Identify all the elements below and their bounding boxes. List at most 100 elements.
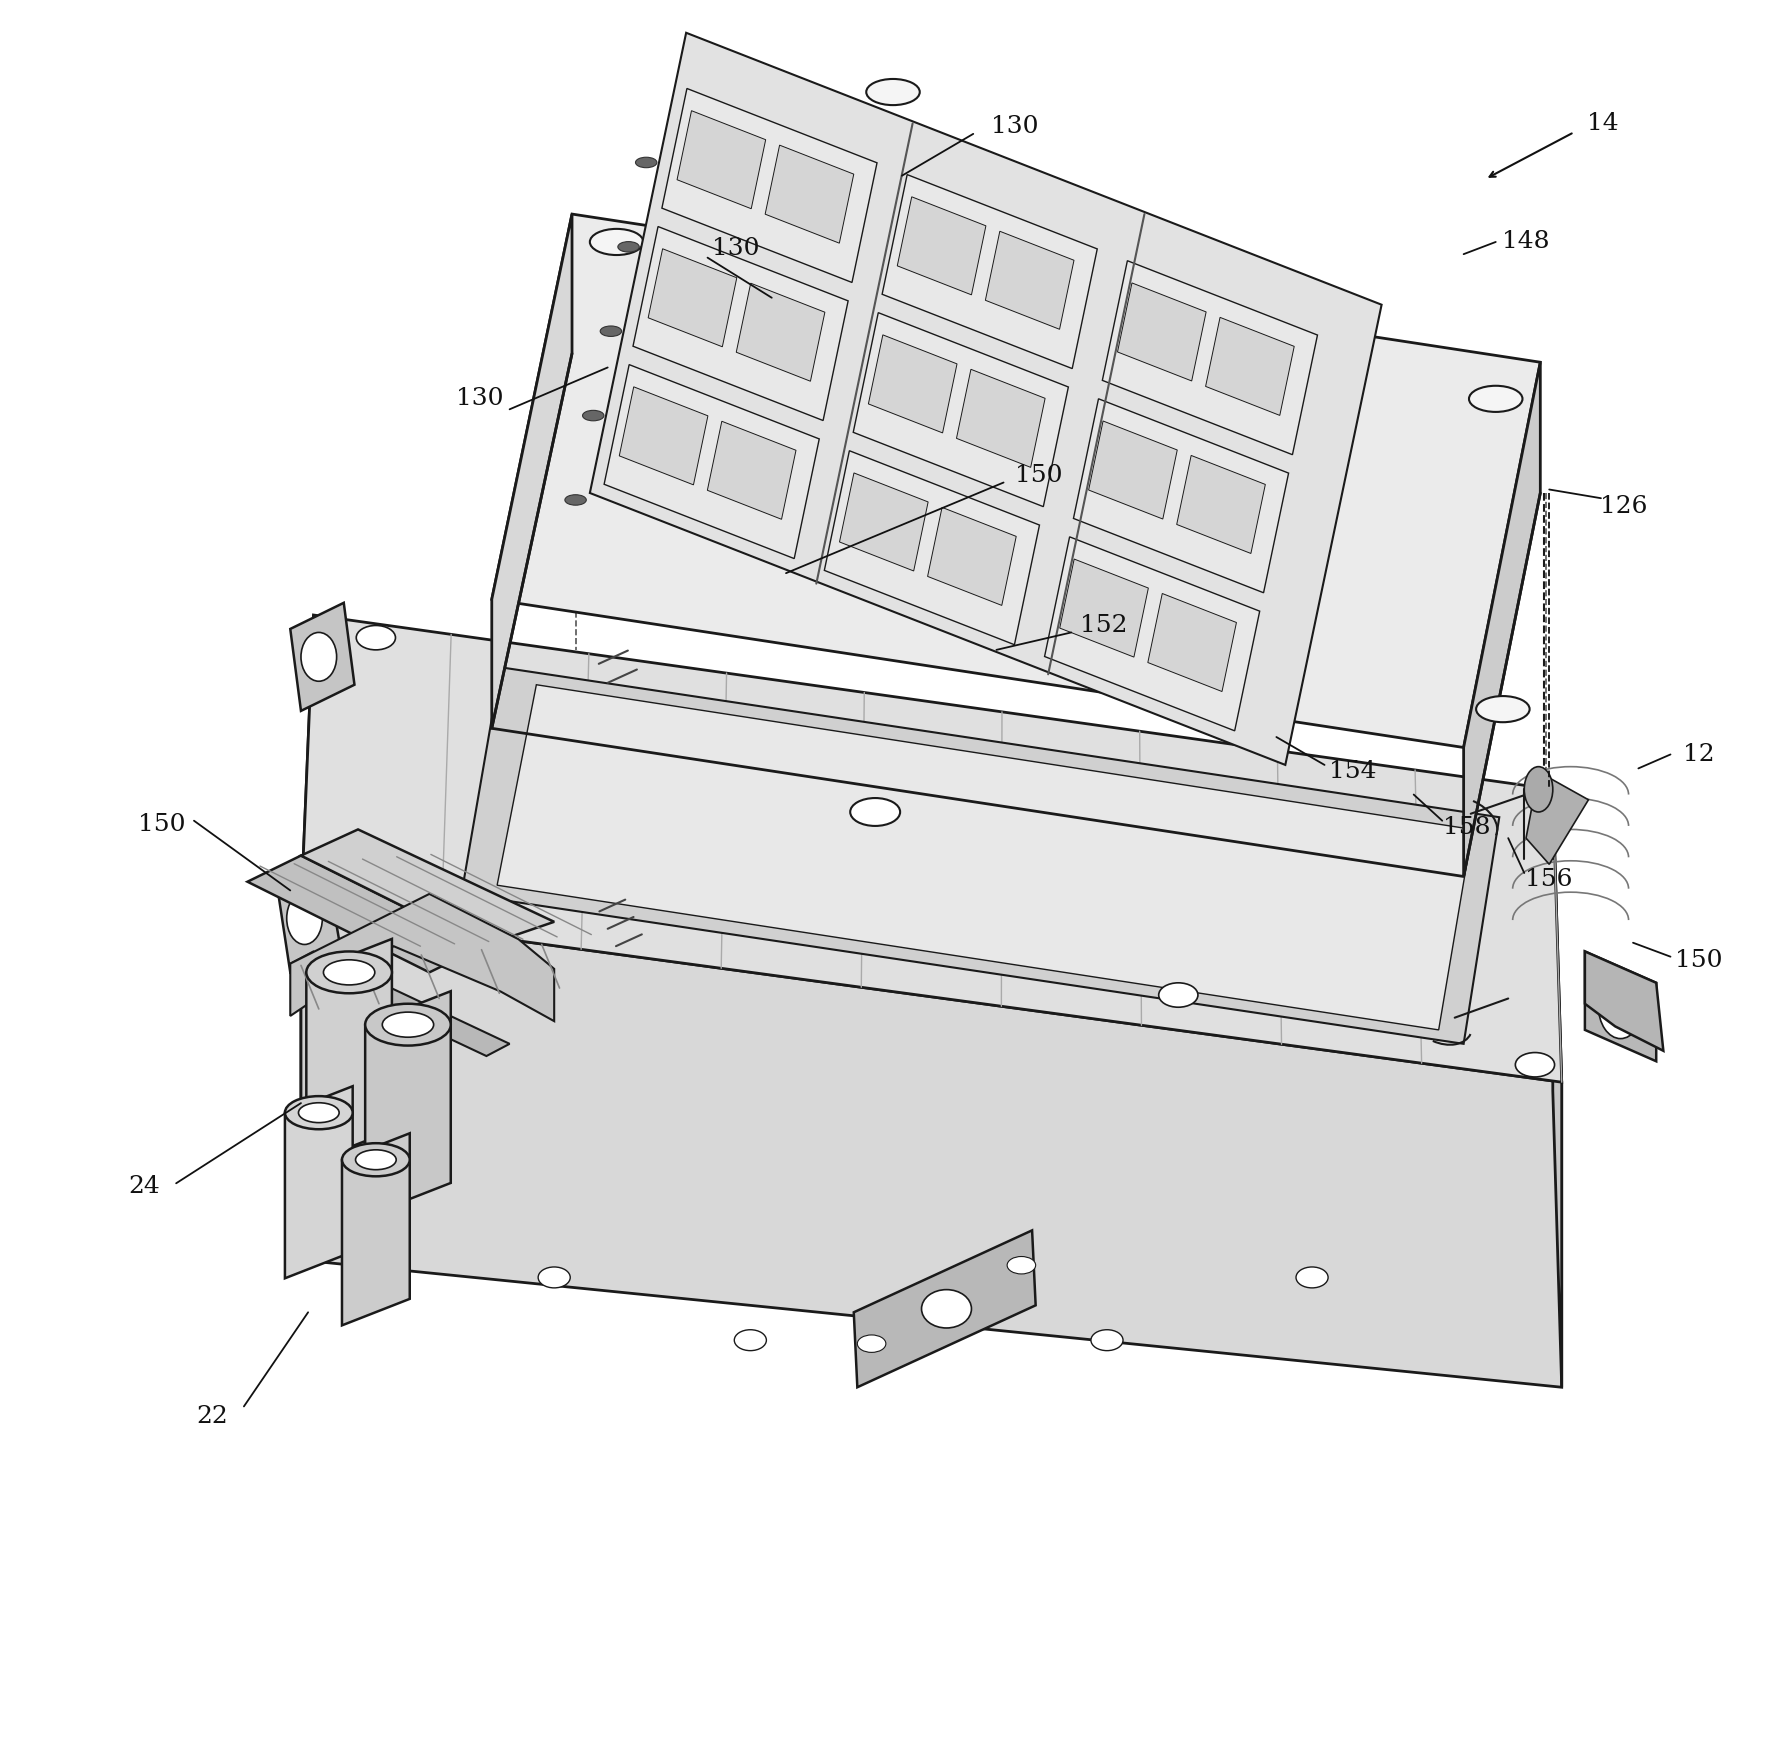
Text: 156: 156 xyxy=(1525,868,1573,892)
Text: 150: 150 xyxy=(1675,948,1723,973)
Polygon shape xyxy=(302,615,1561,1083)
Polygon shape xyxy=(882,175,1097,368)
Polygon shape xyxy=(854,1231,1036,1388)
Text: 150: 150 xyxy=(138,812,186,836)
Ellipse shape xyxy=(1515,1053,1554,1077)
Polygon shape xyxy=(302,829,554,946)
Ellipse shape xyxy=(341,1144,409,1177)
Polygon shape xyxy=(604,365,820,559)
Polygon shape xyxy=(497,684,1472,1030)
Ellipse shape xyxy=(734,1330,766,1351)
Polygon shape xyxy=(620,388,707,485)
Polygon shape xyxy=(736,283,825,381)
Ellipse shape xyxy=(323,960,375,985)
Text: 24: 24 xyxy=(129,1175,161,1198)
Ellipse shape xyxy=(582,410,604,421)
Polygon shape xyxy=(707,421,797,519)
Ellipse shape xyxy=(589,229,643,255)
Ellipse shape xyxy=(288,892,321,945)
Polygon shape xyxy=(1465,361,1540,876)
Polygon shape xyxy=(1525,772,1588,864)
Polygon shape xyxy=(632,227,848,421)
Polygon shape xyxy=(1045,536,1259,732)
Ellipse shape xyxy=(286,1096,352,1130)
Polygon shape xyxy=(279,864,339,973)
Polygon shape xyxy=(291,602,354,711)
Polygon shape xyxy=(491,215,572,728)
Polygon shape xyxy=(927,508,1016,606)
Ellipse shape xyxy=(1523,766,1552,812)
Polygon shape xyxy=(286,1086,352,1278)
Text: 14: 14 xyxy=(1588,112,1618,134)
Polygon shape xyxy=(589,33,1382,765)
Ellipse shape xyxy=(1598,973,1643,1039)
Polygon shape xyxy=(307,939,391,1165)
Polygon shape xyxy=(1102,260,1318,454)
Polygon shape xyxy=(957,370,1045,468)
Ellipse shape xyxy=(364,1004,450,1046)
Polygon shape xyxy=(1059,559,1148,656)
Polygon shape xyxy=(839,473,929,571)
Ellipse shape xyxy=(382,1013,434,1037)
Ellipse shape xyxy=(636,157,657,168)
Polygon shape xyxy=(491,215,1540,747)
Polygon shape xyxy=(1177,456,1264,553)
Polygon shape xyxy=(364,992,450,1217)
Ellipse shape xyxy=(1297,1268,1329,1289)
Polygon shape xyxy=(663,89,877,283)
Text: 152: 152 xyxy=(1081,615,1127,637)
Ellipse shape xyxy=(538,1268,570,1289)
Polygon shape xyxy=(1073,398,1288,592)
Ellipse shape xyxy=(1007,1257,1036,1275)
Polygon shape xyxy=(302,615,314,1261)
Polygon shape xyxy=(854,313,1068,506)
Polygon shape xyxy=(648,248,738,347)
Polygon shape xyxy=(302,911,1561,1388)
Polygon shape xyxy=(1089,421,1177,519)
Polygon shape xyxy=(986,230,1073,330)
Ellipse shape xyxy=(866,79,920,105)
Text: 22: 22 xyxy=(196,1406,227,1428)
Ellipse shape xyxy=(302,632,336,681)
Text: 158: 158 xyxy=(1443,815,1491,840)
Text: 12: 12 xyxy=(1682,744,1715,766)
Text: 130: 130 xyxy=(713,237,759,260)
Polygon shape xyxy=(897,197,986,295)
Polygon shape xyxy=(1552,789,1561,1388)
Polygon shape xyxy=(461,667,1498,1044)
Ellipse shape xyxy=(382,913,421,938)
Text: 150: 150 xyxy=(1016,464,1063,487)
Text: 130: 130 xyxy=(991,115,1038,138)
Ellipse shape xyxy=(298,1103,339,1123)
Text: 130: 130 xyxy=(455,388,504,410)
Ellipse shape xyxy=(922,1290,972,1329)
Ellipse shape xyxy=(1475,697,1529,723)
Text: 148: 148 xyxy=(1502,230,1550,253)
Ellipse shape xyxy=(600,327,622,337)
Polygon shape xyxy=(291,952,509,1056)
Ellipse shape xyxy=(1091,1330,1123,1351)
Ellipse shape xyxy=(850,798,900,826)
Ellipse shape xyxy=(618,241,639,251)
Polygon shape xyxy=(825,450,1039,644)
Ellipse shape xyxy=(355,1151,396,1170)
Ellipse shape xyxy=(1468,386,1522,412)
Ellipse shape xyxy=(857,1336,886,1353)
Text: 126: 126 xyxy=(1600,496,1648,519)
Polygon shape xyxy=(1148,594,1236,691)
Ellipse shape xyxy=(1159,983,1198,1007)
Ellipse shape xyxy=(564,494,586,505)
Polygon shape xyxy=(868,335,957,433)
Polygon shape xyxy=(341,1133,409,1325)
Text: 154: 154 xyxy=(1329,761,1377,784)
Polygon shape xyxy=(1206,318,1295,416)
Polygon shape xyxy=(291,894,554,1021)
Ellipse shape xyxy=(307,952,391,993)
Polygon shape xyxy=(1584,952,1663,1051)
Ellipse shape xyxy=(355,625,395,650)
Polygon shape xyxy=(677,110,766,210)
Polygon shape xyxy=(764,145,854,243)
Polygon shape xyxy=(1118,283,1206,381)
Polygon shape xyxy=(1584,952,1656,1062)
Polygon shape xyxy=(248,856,482,973)
